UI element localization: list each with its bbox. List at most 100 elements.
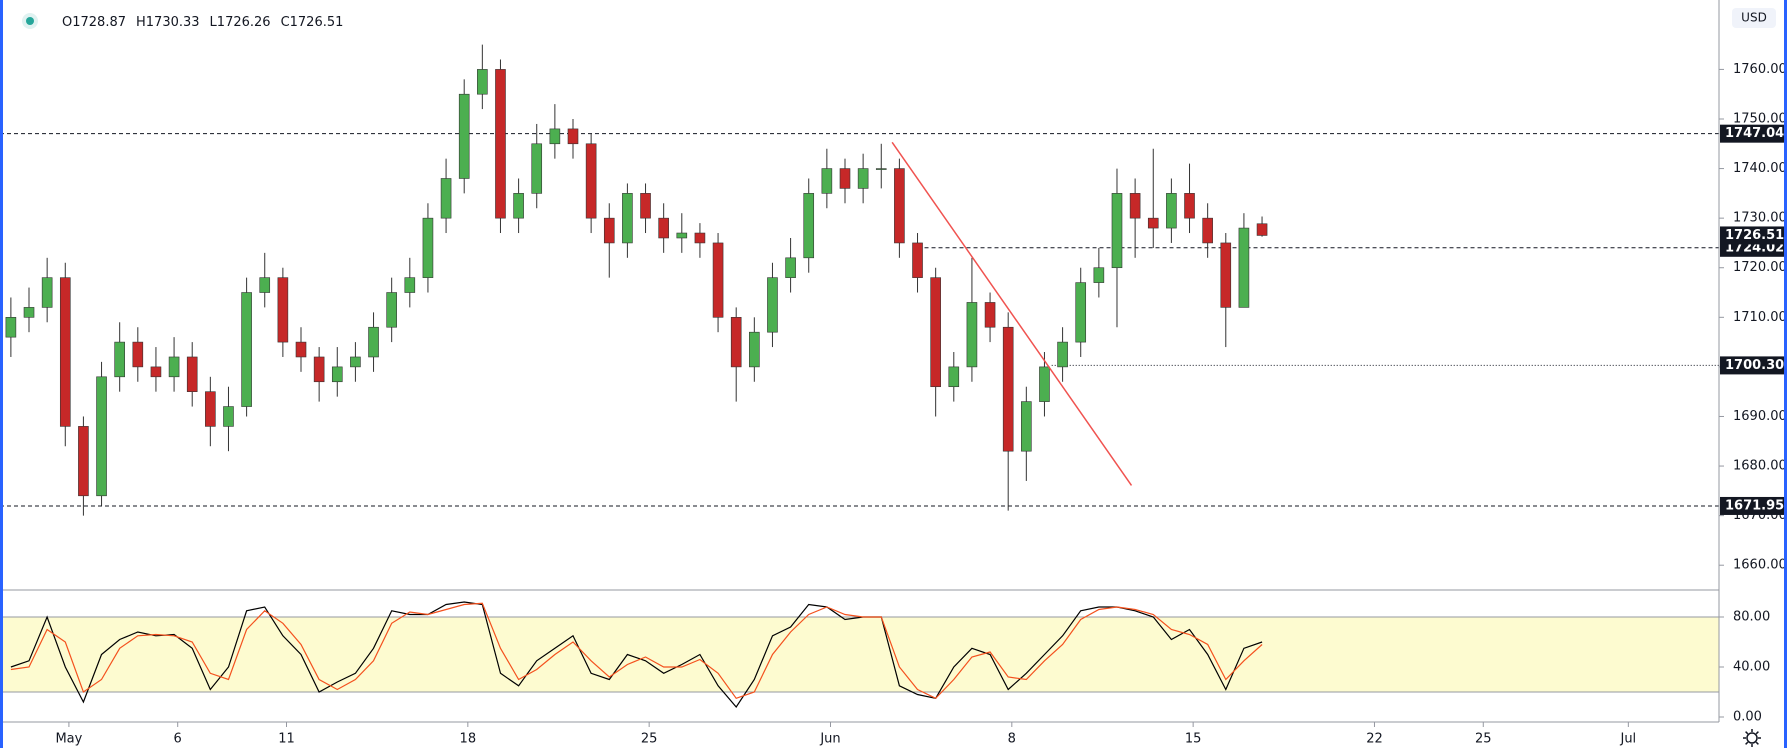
axis-layer: 1660.001670.001680.001690.001700.001710.… — [55, 62, 1786, 747]
candle-body — [331, 366, 343, 383]
candle-body — [658, 217, 669, 239]
candle-body — [930, 277, 941, 388]
candle-body — [585, 143, 597, 219]
candle-body — [912, 242, 923, 278]
ohlc-value: 1726.51 — [290, 15, 344, 30]
candle-body — [1002, 326, 1014, 452]
ohlc-key: H — [136, 15, 146, 30]
candle-body — [386, 292, 397, 328]
candle-body — [894, 168, 905, 244]
y-tick-label: 1680.00 — [1733, 459, 1787, 474]
candle-body — [368, 326, 379, 358]
y-tick-label: 1760.00 — [1733, 62, 1787, 77]
candle-body — [168, 356, 180, 378]
candle-body — [984, 302, 996, 328]
y-tick-label: 1730.00 — [1733, 211, 1787, 226]
candle-body — [1057, 341, 1068, 368]
x-tick-label: 22 — [1366, 732, 1383, 747]
currency-label: USD — [1741, 11, 1767, 25]
level-label-box — [1720, 124, 1786, 143]
ohlc-key: L — [210, 15, 218, 30]
last-price-box — [1720, 226, 1786, 245]
candle-body — [531, 143, 543, 194]
candle-body — [567, 128, 579, 145]
level-label-box — [1720, 356, 1786, 375]
x-tick-label: 25 — [641, 732, 658, 747]
candle-body — [1256, 223, 1268, 236]
candle-body — [676, 232, 688, 239]
candle-body — [477, 69, 488, 95]
candle-body — [223, 406, 234, 427]
candle-body — [1147, 217, 1159, 229]
level-label: 1747.04 — [1725, 126, 1784, 141]
y-tick-label: 1710.00 — [1733, 310, 1787, 325]
candle-body — [603, 217, 615, 244]
osc-tick-label: 40.00 — [1733, 660, 1770, 675]
candle-body — [1220, 242, 1232, 308]
gear-ring — [1746, 732, 1758, 744]
y-tick-label: 1720.00 — [1733, 260, 1787, 275]
candle-body — [277, 277, 289, 343]
candle-body — [114, 341, 125, 378]
candle-body — [59, 277, 71, 427]
candle-body — [1021, 401, 1032, 452]
level-label: 1671.95 — [1725, 498, 1784, 513]
candle-body — [549, 128, 561, 145]
candle-body — [839, 168, 851, 189]
candle-body — [241, 292, 252, 407]
grid-layer — [0, 133, 1719, 693]
oscillator-line — [10, 601, 1263, 708]
trendline — [891, 141, 1133, 486]
x-tick-label: 25 — [1475, 732, 1492, 747]
frame-right — [1784, 0, 1787, 748]
level-label: 1700.30 — [1725, 358, 1784, 373]
candle-body — [259, 277, 271, 293]
candle-body — [694, 232, 706, 244]
candle-body — [1184, 193, 1195, 219]
candle-body — [5, 317, 17, 338]
ohlc-header: O1728.87 H1730.33 L1726.26 C1726.51 — [62, 15, 343, 30]
candle-body — [422, 217, 434, 278]
plot-layer — [5, 44, 1268, 708]
candle-body — [1039, 366, 1050, 402]
candle-body — [96, 376, 107, 497]
candle-body — [186, 356, 198, 392]
candle-body — [313, 356, 325, 383]
candle-body — [803, 193, 815, 259]
currency-badge[interactable] — [1732, 8, 1776, 28]
candle-body — [875, 168, 887, 170]
candle-body — [205, 391, 216, 427]
candle-body — [1129, 193, 1141, 219]
candle-body — [150, 366, 162, 378]
candle-body — [295, 341, 307, 358]
ohlc-key: C — [281, 15, 290, 30]
ohlc-value: 1726.26 — [217, 15, 271, 30]
candle-body — [1111, 193, 1123, 269]
frame-left — [0, 0, 3, 748]
candle-body — [948, 366, 960, 388]
ohlc-key: O — [62, 15, 72, 30]
settings-icon[interactable] — [1743, 729, 1761, 747]
candle-body — [1075, 282, 1087, 343]
candle-body — [404, 277, 416, 293]
x-tick-label: 8 — [1008, 732, 1016, 747]
y-tick-label: 1740.00 — [1733, 161, 1787, 176]
candle-body — [23, 307, 35, 318]
candle-body — [821, 168, 833, 194]
x-tick-label: Jul — [1619, 732, 1636, 747]
candle-body — [785, 257, 796, 278]
x-tick-label: May — [55, 732, 82, 747]
x-tick-label: 6 — [174, 732, 182, 747]
candle-body — [857, 168, 869, 189]
candle-body — [440, 178, 452, 219]
candle-body — [749, 331, 760, 368]
y-tick-label: 1750.00 — [1733, 111, 1787, 126]
candle-body — [1166, 193, 1177, 229]
y-tick-label: 1660.00 — [1733, 558, 1787, 573]
candle-body — [513, 193, 524, 219]
candle-body — [966, 302, 978, 368]
candle-body — [622, 193, 633, 244]
x-tick-label: 15 — [1185, 732, 1202, 747]
